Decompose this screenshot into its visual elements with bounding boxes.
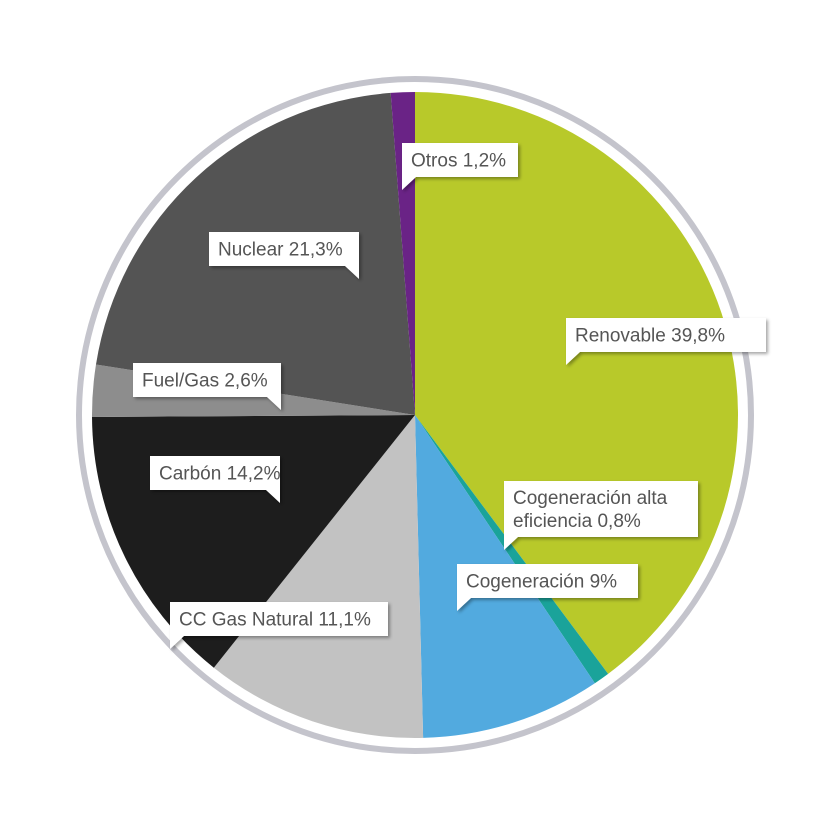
label-box xyxy=(504,481,698,550)
slice-label-text: Carbón 14,2% xyxy=(159,464,281,485)
slice-label: CC Gas Natural 11,1% xyxy=(170,602,388,649)
slice-label: Renovable 39,8% xyxy=(566,318,766,365)
label-box xyxy=(402,143,518,190)
pie-slice xyxy=(213,415,424,739)
slice-label-text: eficiencia 0,8% xyxy=(513,511,641,532)
slice-label: Fuel/Gas 2,6% xyxy=(133,363,281,410)
slice-labels: Renovable 39,8% Cogeneración altaeficienc… xyxy=(133,143,766,649)
label-box xyxy=(150,456,280,503)
slice-label-text: CC Gas Natural 11,1% xyxy=(179,610,371,631)
label-box xyxy=(133,363,281,410)
slice-label-text: Renovable 39,8% xyxy=(575,326,725,347)
slice-label-text: Otros 1,2% xyxy=(411,151,506,172)
slice-label: Carbón 14,2% xyxy=(150,456,281,503)
slice-label-text: Cogeneración 9% xyxy=(466,572,617,593)
pie-slices xyxy=(92,92,739,739)
slice-label-text: Nuclear 21,3% xyxy=(218,240,343,261)
outer-ring xyxy=(76,76,754,754)
slice-label: Nuclear 21,3% xyxy=(209,232,359,279)
slice-label: Otros 1,2% xyxy=(402,143,518,190)
slice-label: Cogeneración 9% xyxy=(457,564,638,611)
label-box xyxy=(566,318,766,365)
slice-label-text: Fuel/Gas 2,6% xyxy=(142,371,268,392)
pie-slice xyxy=(415,415,609,684)
slice-label-text: Cogeneración alta xyxy=(513,488,668,509)
label-box xyxy=(170,602,388,649)
label-box xyxy=(209,232,359,279)
label-box xyxy=(457,564,638,611)
